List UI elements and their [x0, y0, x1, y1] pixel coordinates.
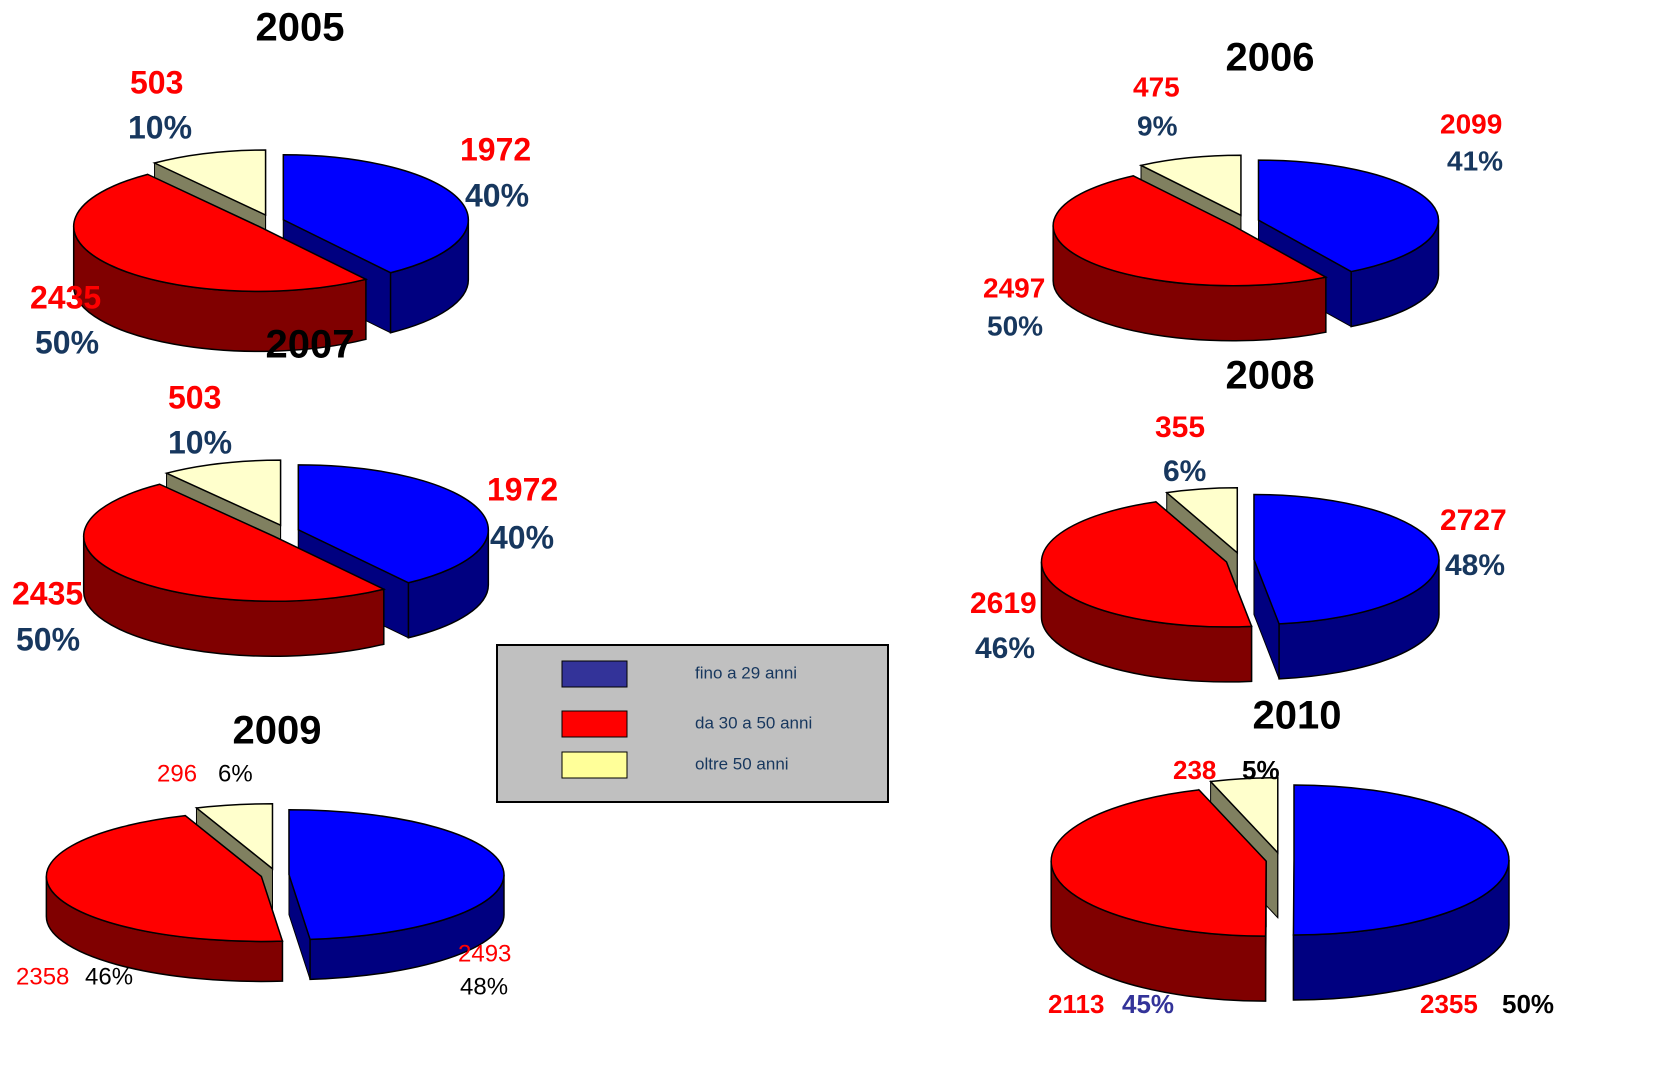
pie-slice — [1292, 784, 1510, 1001]
value-label: 296 — [157, 760, 197, 787]
value-label: 238 — [1173, 755, 1216, 785]
percent-label: 46% — [975, 632, 1035, 665]
percent-label: 48% — [1445, 549, 1505, 582]
value-label: 1972 — [487, 471, 558, 507]
value-label: 1972 — [460, 131, 531, 167]
percent-label: 9% — [1137, 110, 1178, 141]
pie-slice — [82, 483, 387, 657]
slice-top — [1209, 777, 1279, 855]
percent-label: 5% — [1242, 755, 1280, 785]
slice-top — [82, 483, 387, 602]
slice-top — [1052, 175, 1329, 287]
pie-slice — [45, 814, 284, 983]
slice-top — [152, 149, 267, 217]
chart-title: 2009 — [233, 709, 322, 753]
slice-top — [1050, 789, 1267, 937]
percent-label: 45% — [1122, 989, 1174, 1019]
value-label: 475 — [1133, 71, 1180, 102]
legend-swatch — [561, 660, 628, 688]
pie-slice — [72, 173, 369, 353]
percent-label: 40% — [490, 519, 554, 555]
slice-top — [1292, 784, 1510, 936]
chart-title: 2010 — [1253, 694, 1342, 738]
percent-label: 41% — [1447, 145, 1503, 176]
slice-top — [1257, 159, 1440, 273]
value-label: 2619 — [970, 587, 1037, 620]
chart-title: 2005 — [256, 6, 345, 50]
pie-slice — [288, 808, 505, 981]
pie-slice — [1052, 175, 1329, 342]
value-label: 2099 — [1440, 108, 1502, 139]
value-label: 355 — [1155, 411, 1205, 444]
legend-box — [496, 644, 889, 803]
chart-title: 2006 — [1226, 36, 1315, 80]
legend-swatch — [561, 710, 628, 738]
percent-label: 10% — [128, 109, 192, 145]
slice-top — [297, 464, 490, 584]
percent-label: 50% — [987, 310, 1043, 341]
value-label: 503 — [168, 379, 221, 415]
legend-label: da 30 a 50 anni — [695, 713, 812, 732]
legend-label: fino a 29 anni — [695, 663, 797, 682]
value-label: 2355 — [1420, 989, 1478, 1019]
slice-top — [194, 803, 274, 871]
pie-slice — [1050, 788, 1267, 1002]
chart-title: 2008 — [1226, 354, 1315, 398]
slice-top — [164, 459, 282, 527]
percent-label: 10% — [168, 424, 232, 460]
slice-top — [45, 814, 284, 943]
percent-label: 46% — [85, 963, 133, 990]
slice-top — [282, 154, 470, 274]
slice-top — [1253, 493, 1440, 625]
slice-top — [288, 808, 505, 941]
chart-title: 2007 — [266, 323, 355, 367]
slice-top — [1164, 487, 1239, 555]
slice-top — [1040, 501, 1253, 628]
slice-top — [72, 173, 369, 293]
pie-slice — [1040, 500, 1253, 683]
value-label: 503 — [130, 64, 183, 100]
percent-label: 40% — [465, 177, 529, 213]
value-label: 2358 — [16, 963, 69, 990]
slice-top — [1138, 154, 1242, 217]
percent-label: 6% — [1163, 455, 1206, 488]
legend-label: oltre 50 anni — [695, 754, 789, 773]
value-label: 2435 — [30, 279, 101, 315]
percent-label: 6% — [218, 760, 253, 787]
value-label: 2113 — [1048, 989, 1104, 1019]
percent-label: 50% — [1502, 989, 1554, 1019]
value-label: 2727 — [1440, 504, 1507, 537]
value-label: 2493 — [458, 940, 511, 967]
value-label: 2497 — [983, 272, 1045, 303]
value-label: 2435 — [12, 575, 83, 611]
pie-slice — [1253, 493, 1440, 680]
percent-label: 50% — [16, 621, 80, 657]
legend-swatch — [561, 751, 628, 779]
percent-label: 50% — [35, 324, 99, 360]
percent-label: 48% — [460, 973, 508, 1000]
